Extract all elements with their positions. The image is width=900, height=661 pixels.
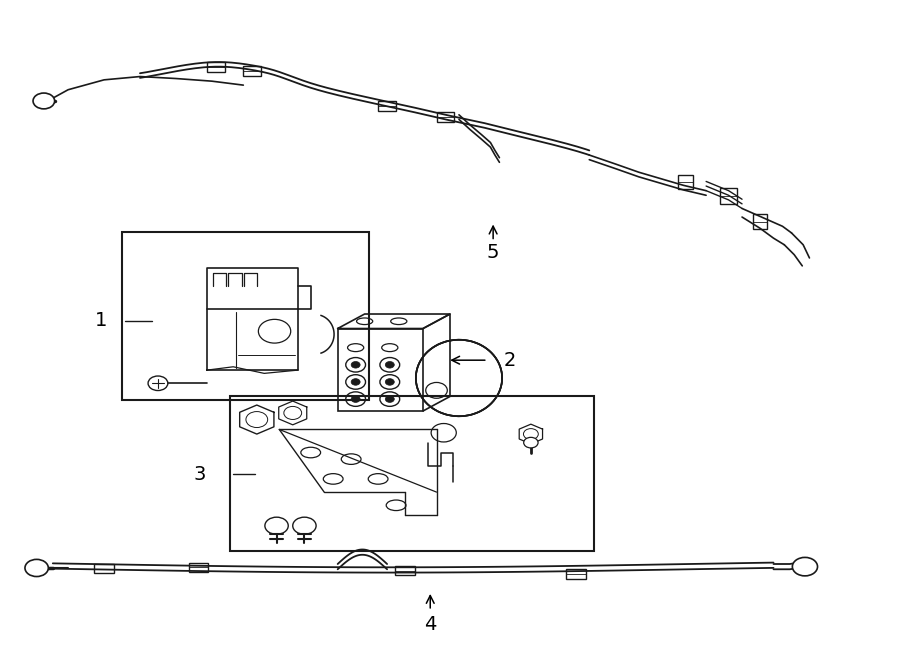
Circle shape [292,517,316,534]
Circle shape [385,396,394,403]
Circle shape [524,438,538,448]
Bar [243,65,261,75]
Bar [378,101,396,111]
Bar [94,564,114,573]
Bar [188,563,208,572]
Bar [566,569,586,578]
Bar [122,231,369,400]
Bar [395,566,415,575]
Bar [207,61,225,71]
Bar [230,397,594,551]
Bar [679,175,693,189]
Circle shape [385,362,394,368]
Text: 1: 1 [95,311,107,330]
Text: 4: 4 [424,615,436,635]
Circle shape [351,396,360,403]
Circle shape [265,517,288,534]
Bar [752,214,767,229]
Text: 3: 3 [194,465,206,484]
Text: 5: 5 [487,243,500,262]
Bar [338,329,423,411]
Bar [721,188,737,204]
Circle shape [385,379,394,385]
Text: 2: 2 [504,351,517,369]
Bar [436,112,454,122]
Circle shape [148,376,167,391]
Circle shape [792,557,817,576]
Ellipse shape [416,340,502,416]
Circle shape [25,559,49,576]
Circle shape [351,379,360,385]
Circle shape [351,362,360,368]
Circle shape [33,93,55,109]
